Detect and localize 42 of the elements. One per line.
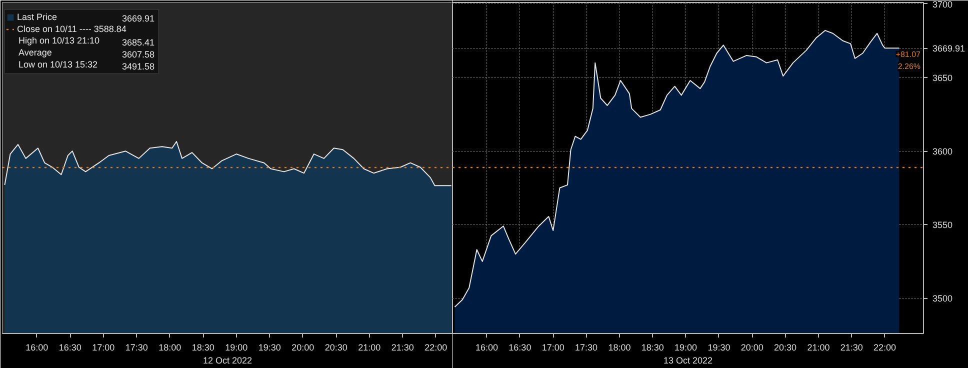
- x-tick-label: 21:30: [391, 342, 414, 352]
- y-tick-label: 3600: [932, 146, 953, 157]
- x-tick-label: 19:00: [674, 342, 698, 352]
- x-tick-label: 20:00: [740, 342, 764, 352]
- x-tick-label: 17:30: [125, 342, 148, 352]
- x-tick-label: 18:00: [608, 342, 631, 352]
- x-tick-label: 17:00: [542, 342, 564, 352]
- x-axis-title: 13 Oct 2022: [663, 356, 713, 366]
- x-tick-label: 20:00: [292, 342, 314, 352]
- x-tick-label: 21:30: [840, 342, 863, 352]
- x-tick-label: 16:00: [26, 342, 48, 352]
- x-tick-label: 18:30: [192, 342, 214, 352]
- y-tick-label: 3669.91: [932, 44, 966, 54]
- y-tick-label: 3500: [932, 294, 953, 304]
- y-tick-label: 3700: [932, 0, 953, 10]
- x-tick-label: 22:00: [874, 342, 896, 352]
- x-tick-label: 16:30: [508, 342, 532, 352]
- y-tick-label: 3550: [932, 220, 953, 230]
- x-tick-label: 16:30: [58, 342, 82, 352]
- legend-label: Last Price: [17, 11, 58, 23]
- legend-label: Close on 10/11 ---- 3588.84: [17, 23, 126, 35]
- text: High on 10/13 21:10 3685.41: [18, 36, 155, 48]
- annotation: 2.26%: [898, 62, 921, 72]
- y-tick-label: 3650: [932, 73, 953, 84]
- x-tick-label: 21:00: [807, 342, 830, 352]
- x-tick-label: 21:00: [358, 342, 381, 352]
- x-tick-label: 17:00: [92, 342, 115, 352]
- annotation: 3669.91: [122, 14, 155, 24]
- x-axis-title: 12 Oct 2022: [202, 356, 252, 366]
- annotation: +81.07: [896, 50, 922, 60]
- x-tick-label: 22:00: [424, 342, 448, 352]
- x-tick-label: 16:00: [476, 342, 498, 352]
- x-tick-label: 20:30: [774, 342, 797, 352]
- x-tick-label: 19:30: [708, 342, 730, 352]
- x-tick-label: 18:00: [158, 342, 182, 352]
- x-tick-label: 20:30: [324, 342, 348, 352]
- x-tick-label: 18:30: [641, 342, 664, 352]
- text: Low on 10/13 15:32 3491.58: [18, 60, 155, 72]
- text: Average 3607.58: [18, 48, 155, 60]
- x-tick-label: 19:30: [258, 342, 281, 352]
- x-tick-label: 17:30: [575, 342, 598, 352]
- x-tick-label: 19:00: [225, 342, 248, 352]
